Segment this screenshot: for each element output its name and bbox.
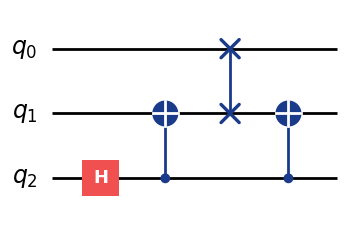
- Circle shape: [276, 101, 301, 126]
- Circle shape: [161, 174, 170, 183]
- Text: $q_0$: $q_0$: [11, 37, 38, 61]
- Text: H: H: [93, 169, 108, 187]
- Circle shape: [153, 101, 178, 126]
- Circle shape: [284, 174, 293, 183]
- Text: $q_1$: $q_1$: [12, 101, 37, 126]
- FancyBboxPatch shape: [82, 160, 119, 197]
- Text: $q_2$: $q_2$: [12, 166, 37, 190]
